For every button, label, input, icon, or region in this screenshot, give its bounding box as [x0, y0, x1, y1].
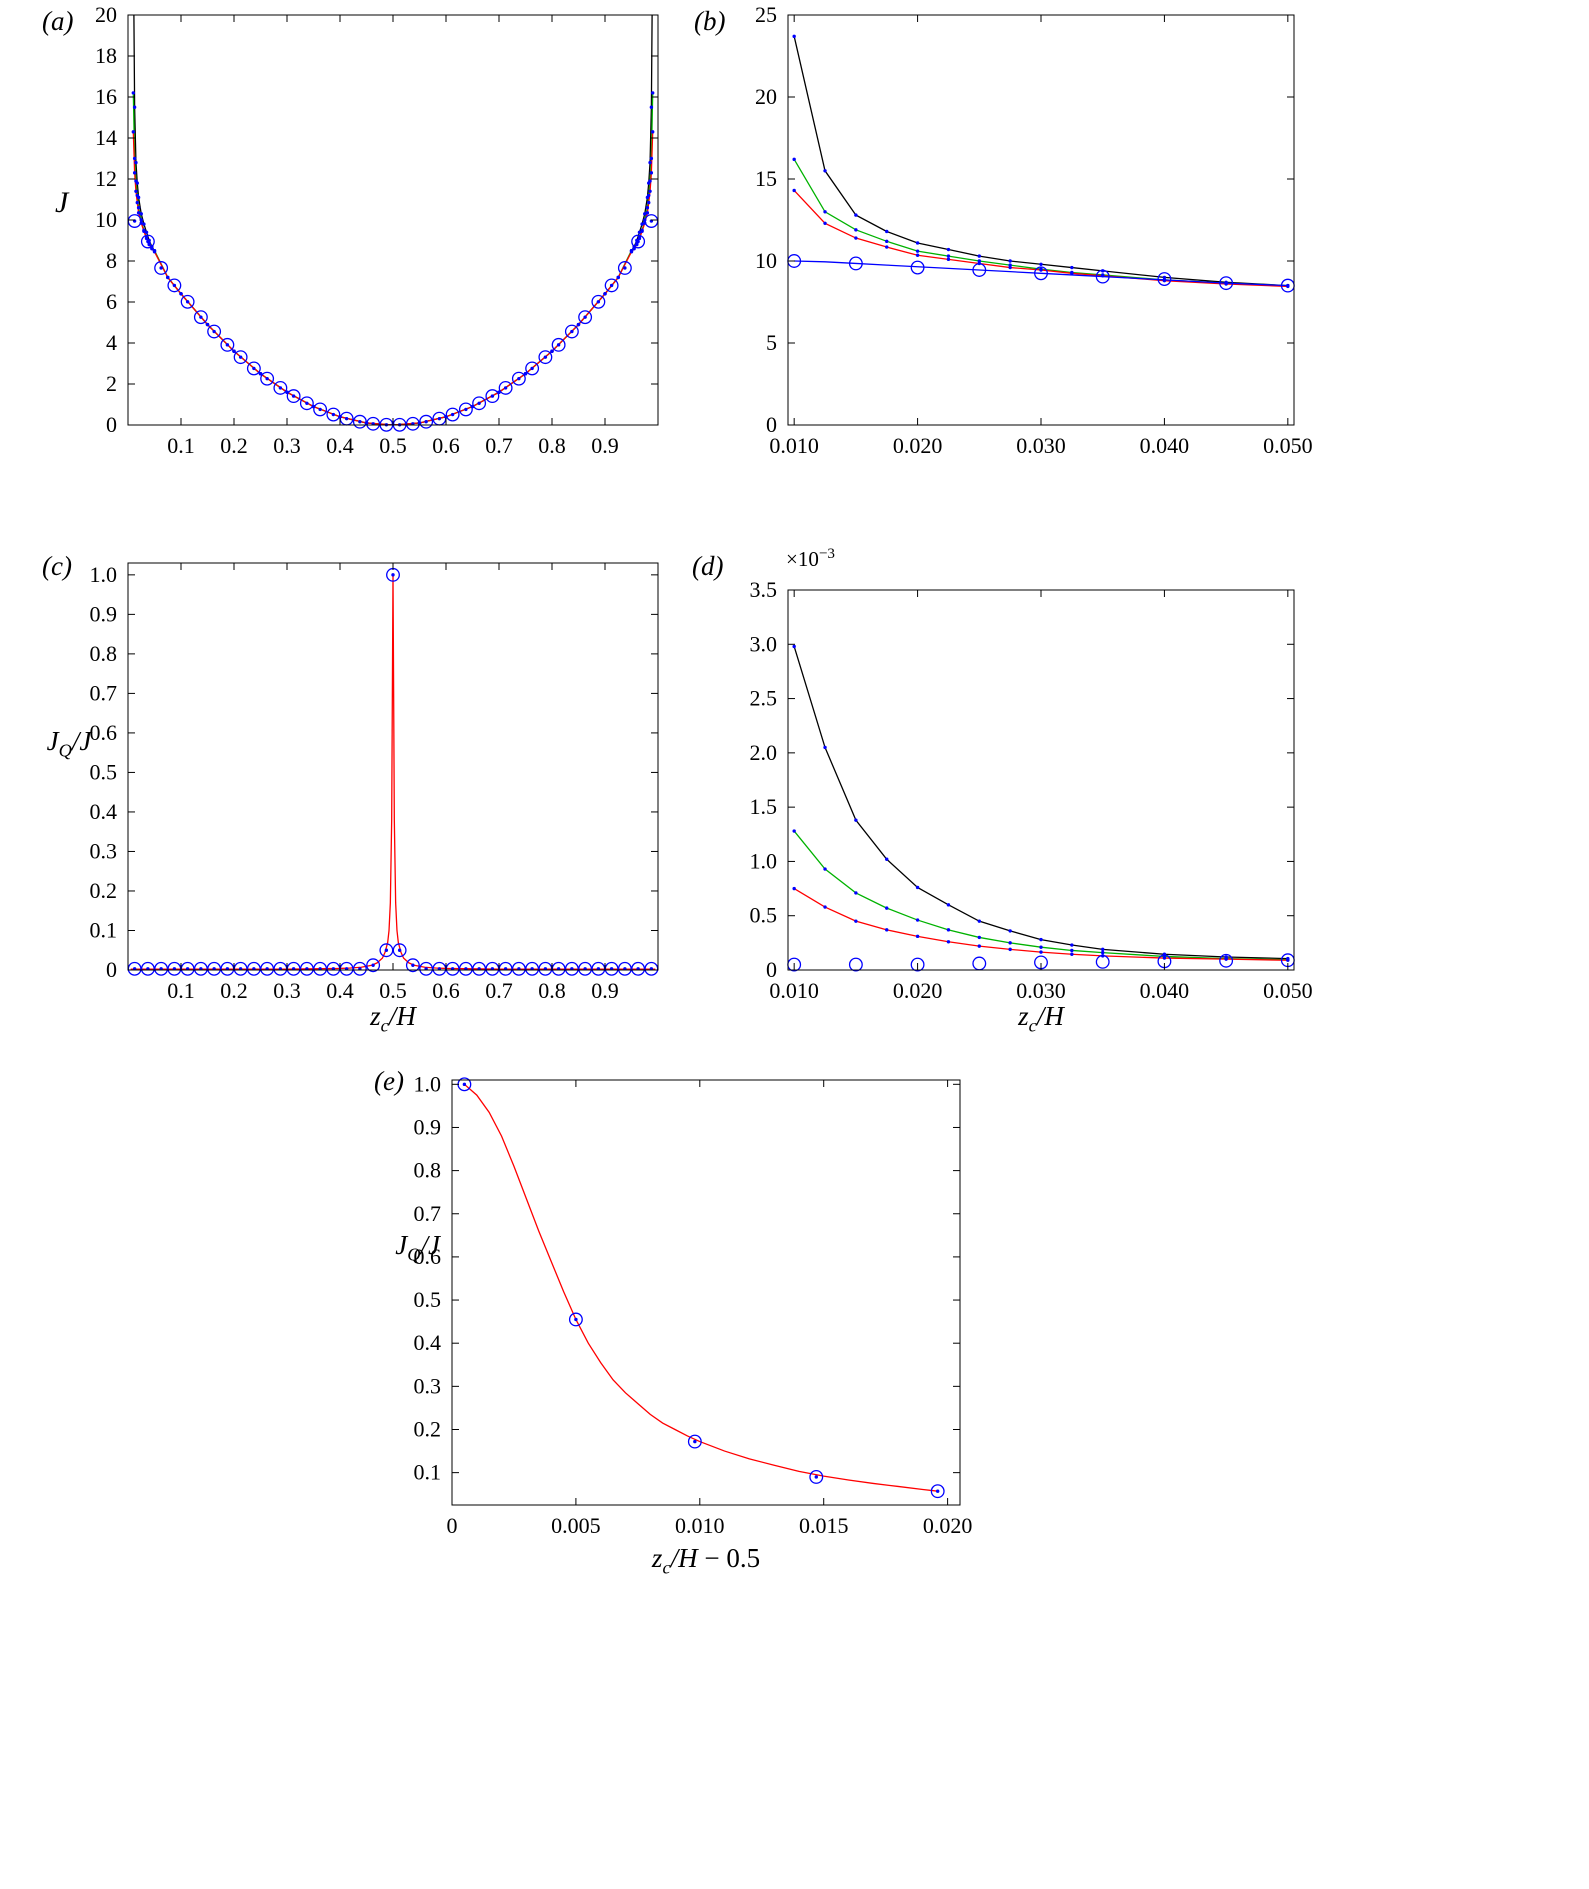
svg-text:0.5: 0.5: [379, 978, 407, 1003]
svg-text:10: 10: [755, 248, 777, 273]
panel-d-exponent: ×10−3: [786, 546, 835, 571]
panel-e-label: (e): [374, 1066, 404, 1096]
svg-text:25: 25: [755, 2, 777, 27]
svg-text:0: 0: [106, 412, 117, 437]
svg-text:0.2: 0.2: [414, 1416, 442, 1441]
svg-text:2.0: 2.0: [750, 740, 778, 765]
svg-text:0.020: 0.020: [923, 1513, 973, 1538]
svg-text:0.030: 0.030: [1016, 978, 1066, 1003]
svg-text:4: 4: [106, 330, 117, 355]
svg-text:10: 10: [95, 207, 117, 232]
svg-text:0: 0: [766, 957, 777, 982]
svg-text:0.7: 0.7: [414, 1201, 442, 1226]
svg-text:0.010: 0.010: [675, 1513, 725, 1538]
svg-text:0.8: 0.8: [538, 978, 566, 1003]
panel-a-ylabel: J: [55, 186, 69, 219]
svg-text:0.040: 0.040: [1140, 433, 1190, 458]
svg-text:0.1: 0.1: [90, 917, 118, 942]
svg-text:0.6: 0.6: [432, 433, 460, 458]
svg-text:0.020: 0.020: [893, 978, 943, 1003]
svg-text:0.6: 0.6: [90, 720, 118, 745]
panel-e-xlabel: zc/H − 0.5: [651, 1543, 761, 1578]
svg-text:0.050: 0.050: [1263, 433, 1313, 458]
svg-text:18: 18: [95, 43, 117, 68]
svg-text:6: 6: [106, 289, 117, 314]
svg-text:1.5: 1.5: [750, 794, 778, 819]
svg-text:0.9: 0.9: [90, 601, 118, 626]
svg-text:0.040: 0.040: [1140, 978, 1190, 1003]
svg-text:0: 0: [766, 412, 777, 437]
svg-text:0: 0: [447, 1513, 458, 1538]
svg-text:0.5: 0.5: [379, 433, 407, 458]
svg-text:0.6: 0.6: [414, 1244, 442, 1269]
svg-text:0.7: 0.7: [485, 978, 513, 1003]
svg-text:0.3: 0.3: [273, 433, 301, 458]
svg-text:0.8: 0.8: [538, 433, 566, 458]
svg-text:2: 2: [106, 371, 117, 396]
svg-text:12: 12: [95, 166, 117, 191]
svg-text:2.5: 2.5: [750, 686, 778, 711]
svg-text:0.4: 0.4: [90, 799, 118, 824]
svg-text:0.5: 0.5: [414, 1287, 442, 1312]
chart-a: 0.1 0.2 0.3 0.4 0.5 0.6 0.7 0.8 0.9 0 2 4 6 8 10 12 14 16…: [95, 2, 659, 458]
svg-text:0.9: 0.9: [414, 1114, 442, 1139]
svg-text:0.3: 0.3: [90, 838, 118, 863]
svg-text:0.1: 0.1: [167, 433, 195, 458]
svg-text:5: 5: [766, 330, 777, 355]
chart-e: 0 0.005 0.010 0.015 0.020 0.1 0.2 0.3 0.4 0.5 0.6 0…: [414, 1071, 973, 1538]
svg-text:0.1: 0.1: [414, 1460, 442, 1485]
svg-text:0.4: 0.4: [414, 1330, 442, 1355]
svg-text:20: 20: [755, 84, 777, 109]
svg-text:0.8: 0.8: [90, 641, 118, 666]
svg-text:0.7: 0.7: [485, 433, 513, 458]
svg-text:0.6: 0.6: [432, 978, 460, 1003]
svg-text:0.5: 0.5: [90, 759, 118, 784]
svg-text:0.010: 0.010: [769, 433, 819, 458]
svg-text:0.9: 0.9: [591, 433, 619, 458]
chart-d: 0.010 0.020 0.030 0.040 0.050 0 0.5 1.0 1.5 2.0 2.…: [750, 577, 1313, 1003]
panel-b-label: (b): [694, 6, 726, 36]
svg-text:0.2: 0.2: [90, 878, 118, 903]
svg-text:20: 20: [95, 2, 117, 27]
svg-text:15: 15: [755, 166, 777, 191]
svg-text:14: 14: [95, 125, 117, 150]
panel-c-label: (c): [42, 551, 72, 581]
svg-text:0.7: 0.7: [90, 680, 118, 705]
svg-text:1.0: 1.0: [414, 1071, 442, 1096]
svg-text:3.0: 3.0: [750, 631, 778, 656]
panel-d-label: (d): [692, 551, 724, 581]
svg-text:0.4: 0.4: [326, 433, 354, 458]
panel-c-xlabel: zc/H: [370, 1001, 416, 1036]
svg-text:8: 8: [106, 248, 117, 273]
svg-text:0.030: 0.030: [1016, 433, 1066, 458]
svg-text:0.1: 0.1: [167, 978, 195, 1003]
svg-text:0.3: 0.3: [273, 978, 301, 1003]
svg-text:0.8: 0.8: [414, 1158, 442, 1183]
svg-text:1.0: 1.0: [90, 562, 118, 587]
svg-text:1.0: 1.0: [750, 848, 778, 873]
panel-d-xlabel: zc/H: [1018, 1001, 1064, 1036]
chart-b: 0.010 0.020 0.030 0.040 0.050 0 5 10 15 20 25: [755, 2, 1313, 458]
svg-text:0.050: 0.050: [1263, 978, 1313, 1003]
svg-text:0.2: 0.2: [220, 978, 248, 1003]
svg-text:0.020: 0.020: [893, 433, 943, 458]
panel-e-ylabel: JQ/J: [395, 1230, 440, 1265]
svg-text:16: 16: [95, 84, 117, 109]
svg-text:0.2: 0.2: [220, 433, 248, 458]
svg-text:0.4: 0.4: [326, 978, 354, 1003]
panel-c-ylabel: JQ/J: [46, 726, 92, 761]
svg-text:0.3: 0.3: [414, 1373, 442, 1398]
svg-text:0.005: 0.005: [551, 1513, 601, 1538]
svg-text:0.010: 0.010: [769, 978, 819, 1003]
panel-a-label: (a): [42, 6, 74, 36]
svg-text:0: 0: [106, 957, 117, 982]
svg-text:0.015: 0.015: [799, 1513, 849, 1538]
svg-text:0.9: 0.9: [591, 978, 619, 1003]
chart-c: 0.1 0.2 0.3 0.4 0.5 0.6 0.7 0.8 0.9 0 0.1 0.2 0.3 0.4…: [90, 562, 659, 1003]
svg-text:3.5: 3.5: [750, 577, 778, 602]
svg-text:0.5: 0.5: [750, 903, 778, 928]
